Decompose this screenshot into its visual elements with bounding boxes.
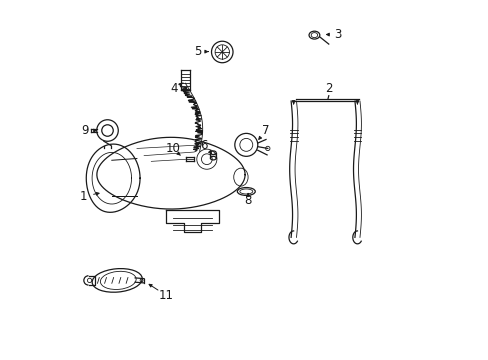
Text: 11: 11 bbox=[159, 289, 173, 302]
Text: 9: 9 bbox=[81, 124, 88, 137]
Text: 8: 8 bbox=[244, 194, 251, 207]
Text: 7: 7 bbox=[262, 124, 269, 137]
Text: 2: 2 bbox=[325, 82, 332, 95]
Text: 10: 10 bbox=[165, 142, 180, 155]
Text: 3: 3 bbox=[333, 28, 341, 41]
Text: 5: 5 bbox=[194, 45, 201, 58]
Text: 1: 1 bbox=[80, 190, 87, 203]
Text: 4: 4 bbox=[170, 82, 178, 95]
Text: 6: 6 bbox=[200, 139, 208, 152]
